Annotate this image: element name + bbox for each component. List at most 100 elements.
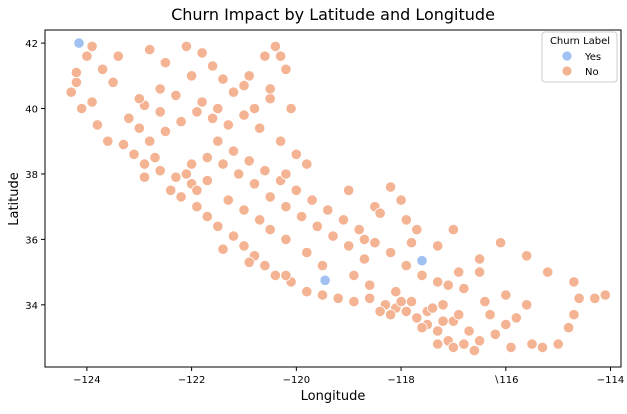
legend-label-no: No [585, 67, 599, 78]
point-no-151 [274, 135, 287, 147]
x-axis-ticks: −124 −122 −120 −118 ∖116 −114 [73, 367, 624, 386]
point-no-69 [552, 338, 564, 350]
point-no-63 [473, 335, 486, 347]
point-no-101 [311, 220, 323, 232]
point-no-61 [447, 341, 459, 353]
point-no-0 [65, 86, 77, 98]
point-no-80 [453, 266, 465, 278]
point-no-120 [500, 289, 512, 301]
y-tick-label: 40 [25, 105, 38, 116]
point-no-53 [364, 292, 376, 304]
point-no-172 [484, 309, 496, 321]
y-tick-label: 38 [25, 170, 38, 181]
point-no-128 [426, 302, 439, 314]
point-no-21 [259, 50, 271, 62]
point-no-159 [243, 256, 255, 268]
legend-marker-yes [561, 50, 573, 62]
point-yes-0 [73, 37, 85, 49]
point-no-100 [295, 210, 308, 223]
point-no-94 [227, 145, 240, 157]
point-no-88 [322, 204, 334, 216]
y-tick-label: 34 [25, 301, 38, 312]
point-no-1 [70, 76, 83, 88]
point-no-103 [343, 240, 355, 252]
point-no-71 [568, 309, 580, 321]
point-no-150 [254, 122, 266, 134]
legend-label-yes: Yes [584, 52, 601, 63]
point-no-148 [212, 102, 224, 115]
point-no-113 [411, 224, 423, 236]
point-no-126 [405, 295, 418, 308]
point-yes-1 [416, 255, 428, 267]
point-no-123 [348, 269, 360, 281]
point-no-19 [227, 86, 240, 98]
point-no-49 [301, 286, 313, 298]
point-no-34 [138, 158, 151, 170]
point-no-30 [175, 116, 187, 128]
legend: Churn Label Yes No [541, 31, 618, 83]
point-no-165 [264, 83, 276, 95]
point-no-77 [521, 250, 533, 262]
point-no-153 [301, 158, 313, 170]
point-no-57 [411, 312, 423, 324]
point-no-90 [290, 184, 302, 196]
y-tick-label: 42 [25, 39, 38, 50]
point-no-6 [107, 76, 119, 88]
point-no-50 [316, 289, 329, 301]
point-no-52 [348, 295, 360, 308]
point-no-156 [238, 204, 250, 216]
point-no-56 [400, 305, 412, 317]
point-no-112 [395, 194, 407, 206]
point-no-7 [91, 119, 104, 131]
point-no-46 [259, 259, 271, 272]
point-no-72 [573, 292, 585, 304]
x-tick-label: −118 [387, 375, 414, 386]
point-no-75 [599, 289, 611, 301]
point-no-106 [301, 246, 313, 259]
point-no-5 [97, 63, 109, 75]
point-no-119 [479, 295, 491, 308]
point-no-87 [337, 214, 350, 226]
point-no-26 [238, 109, 250, 121]
point-no-43 [227, 230, 240, 242]
point-no-136 [149, 152, 161, 164]
point-no-115 [374, 207, 386, 219]
point-no-40 [191, 201, 203, 213]
point-no-164 [133, 93, 145, 105]
point-no-109 [343, 184, 355, 196]
point-no-121 [521, 299, 533, 311]
point-no-166 [285, 102, 297, 115]
point-no-41 [201, 210, 213, 223]
point-no-158 [217, 243, 229, 255]
point-no-161 [86, 40, 98, 53]
point-no-144 [123, 112, 135, 124]
point-no-105 [316, 259, 329, 272]
point-no-25 [248, 102, 261, 115]
y-axis-label: Latitude [7, 172, 22, 226]
point-no-39 [175, 191, 187, 203]
plot-frame [44, 29, 622, 368]
point-no-73 [568, 276, 580, 288]
legend-box [541, 31, 618, 83]
point-no-59 [432, 325, 444, 337]
point-no-12 [159, 57, 171, 69]
point-no-62 [458, 338, 470, 350]
point-no-47 [269, 269, 281, 281]
point-no-10 [133, 122, 145, 134]
point-no-149 [238, 80, 250, 92]
point-no-138 [201, 152, 213, 164]
point-yes-2 [319, 274, 331, 286]
x-tick-label: −114 [597, 375, 624, 386]
point-no-2 [81, 50, 93, 62]
point-no-132 [437, 315, 449, 327]
point-no-134 [384, 309, 397, 321]
point-no-141 [191, 184, 203, 196]
point-no-162 [112, 50, 124, 62]
point-no-142 [180, 168, 192, 180]
point-no-102 [327, 230, 339, 242]
point-no-24 [264, 93, 276, 105]
point-no-67 [526, 338, 538, 350]
point-no-92 [259, 165, 271, 177]
